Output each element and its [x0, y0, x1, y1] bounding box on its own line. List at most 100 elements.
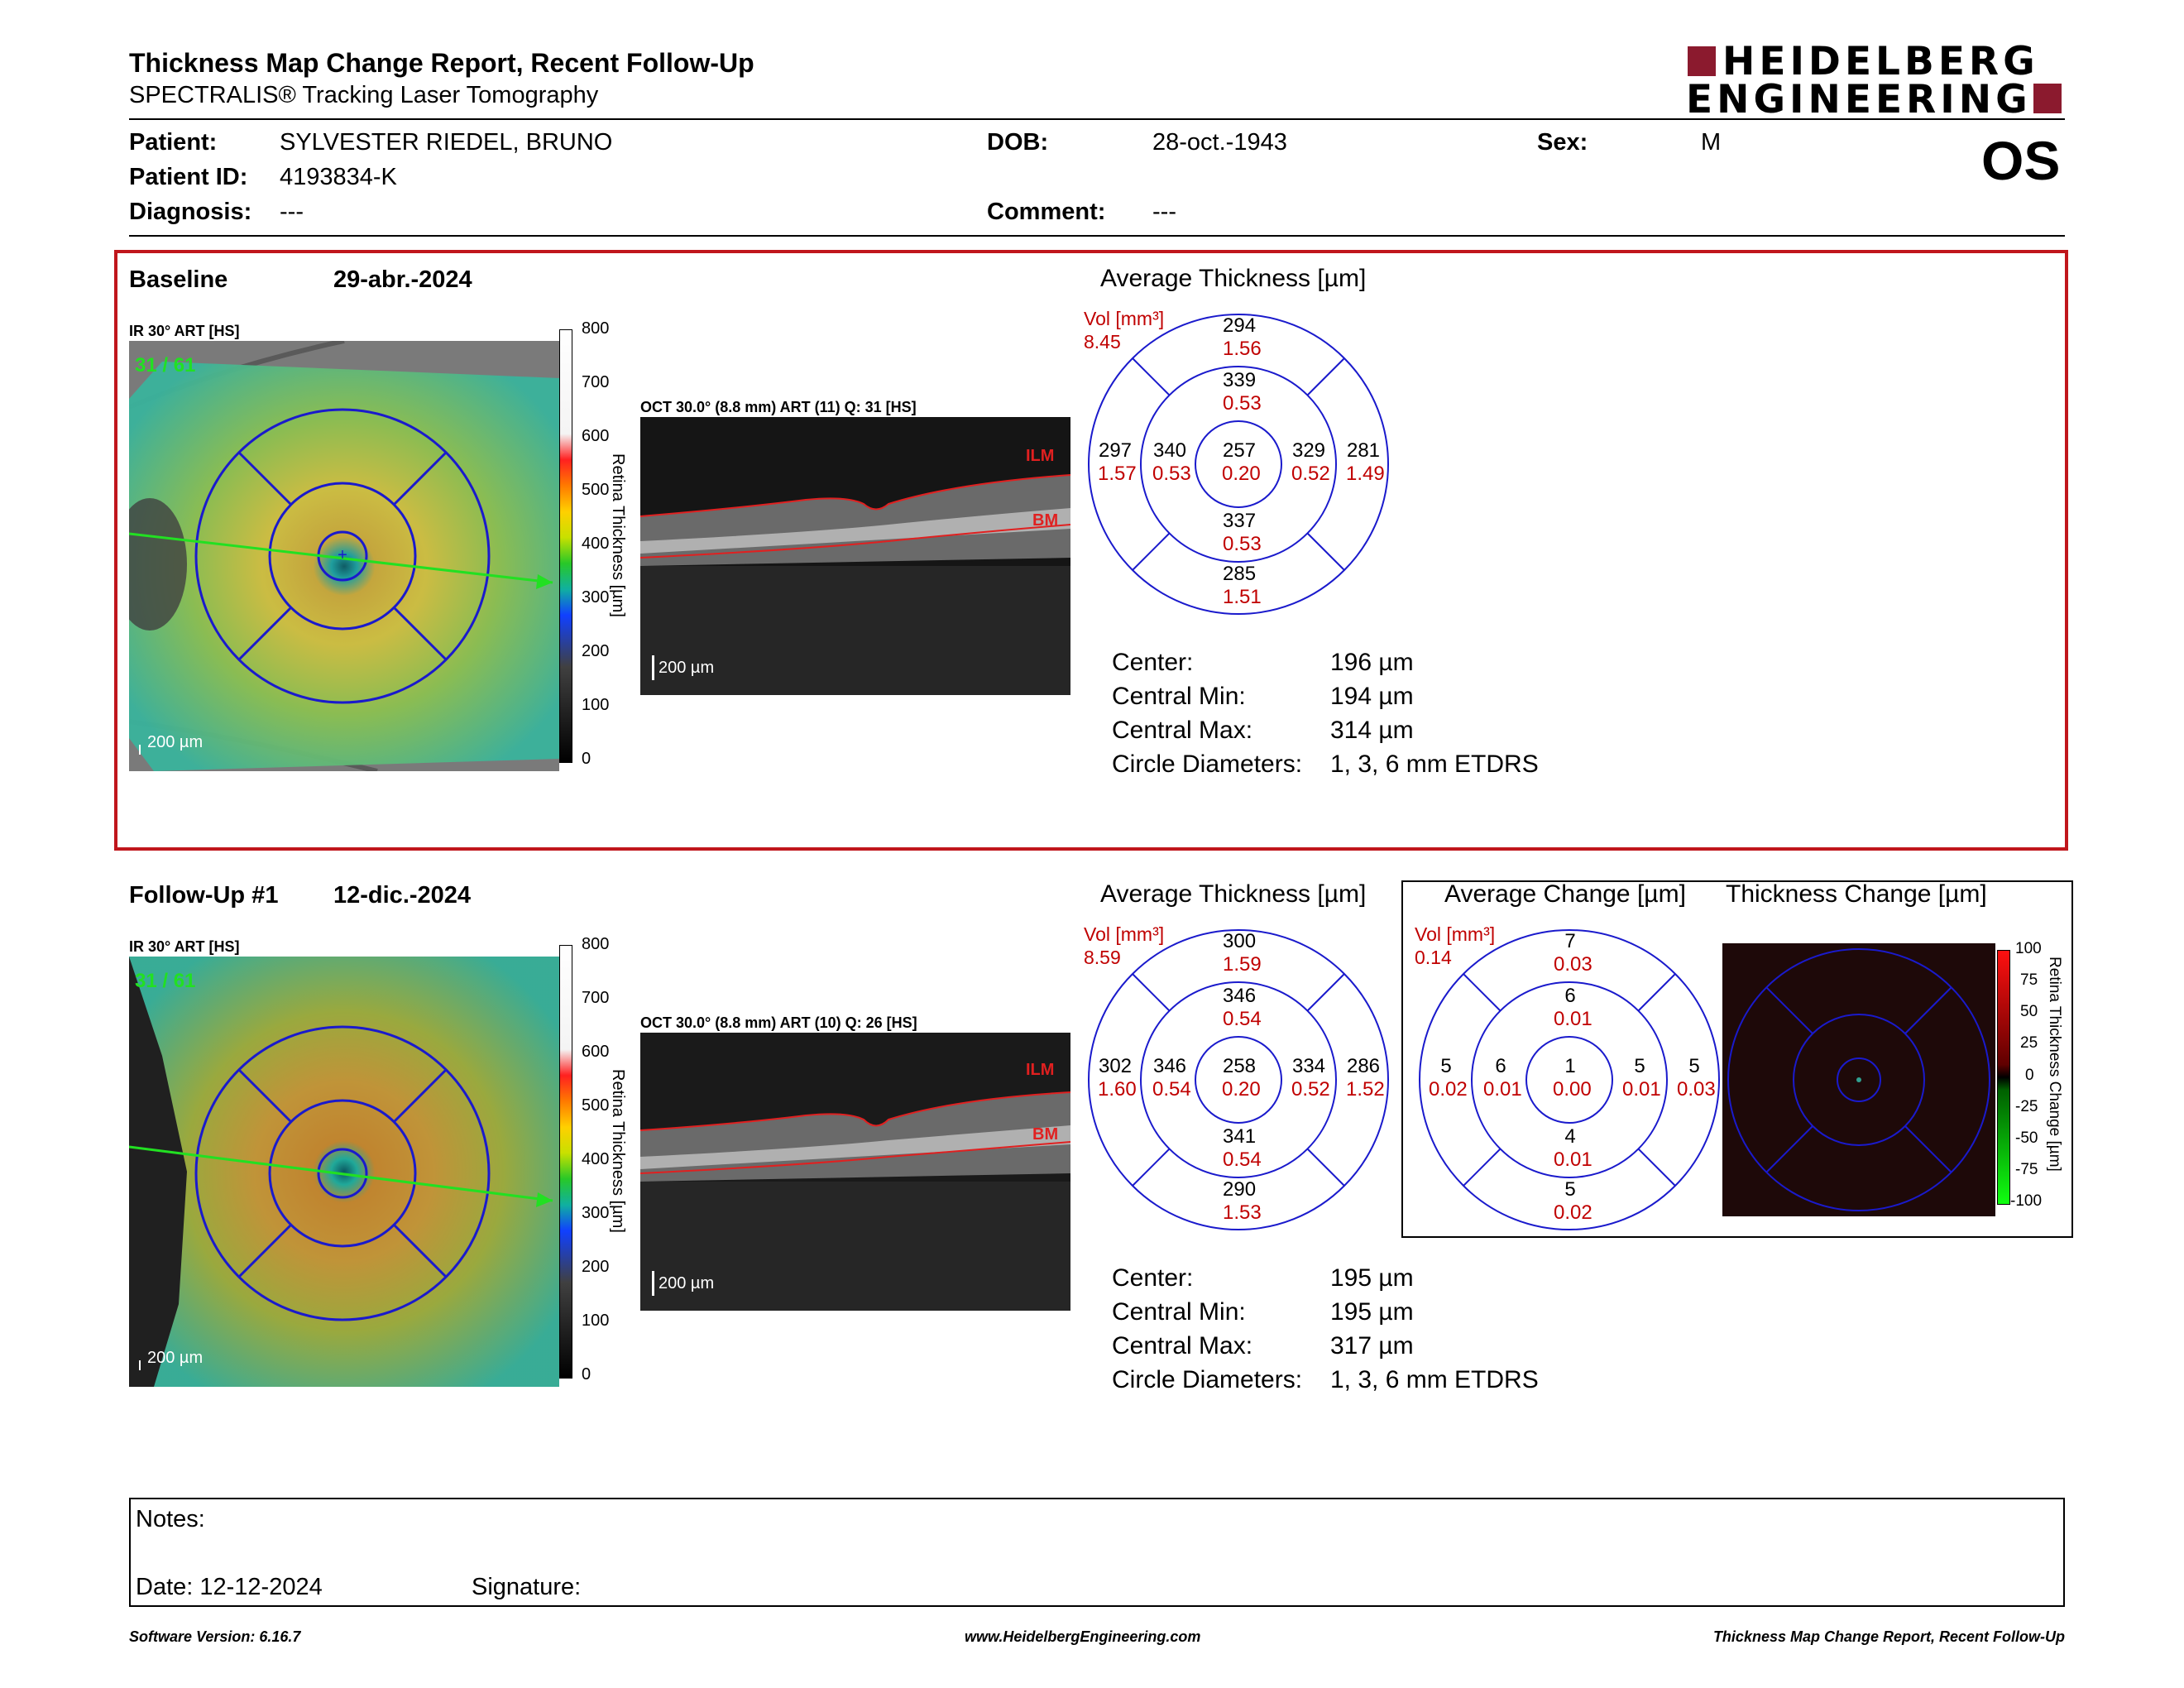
baseline-outer-right-value: 281 — [1346, 439, 1381, 462]
baseline-stat-value: 194 µm — [1330, 683, 1414, 710]
followup-oct-scan: ILM BM 200 µm — [640, 1033, 1070, 1311]
change-vol-label: Vol [mm³] — [1415, 923, 1496, 945]
baseline-date: 29-abr.-2024 — [333, 266, 472, 293]
change-colorbar-tick: 0 — [2025, 1067, 2034, 1084]
followup-inner-inferior-value: 341 — [1223, 1125, 1257, 1148]
sex-value: M — [1701, 129, 1722, 156]
patient-divider — [129, 235, 2065, 237]
comment-label: Comment: — [987, 199, 1106, 225]
change-colorbar-tick: 50 — [2020, 1003, 2038, 1020]
baseline-ir-title: IR 30° ART [HS] — [129, 323, 240, 339]
footer-website[interactable]: www.HeidelbergEngineering.com — [965, 1628, 1201, 1645]
baseline-colorbar-tick: 100 — [582, 696, 610, 714]
baseline-ir-scale: 200 µm — [147, 733, 204, 751]
baseline-vol-label: Vol [mm³] — [1084, 308, 1165, 329]
change-colorbar-tick: -25 — [2015, 1098, 2038, 1115]
followup-outer-inferior-value: 290 — [1223, 1178, 1257, 1201]
change-outer-superior-volume: 0.03 — [1554, 953, 1592, 976]
followup-outer-right-value: 286 — [1346, 1055, 1381, 1077]
followup-ir-image — [129, 957, 559, 1387]
followup-inner-inferior-volume: 0.54 — [1223, 1149, 1262, 1171]
followup-inner-superior-value: 346 — [1223, 985, 1257, 1007]
change-outer-inferior-value: 5 — [1564, 1178, 1576, 1201]
change-outer-right-volume: 0.03 — [1677, 1078, 1716, 1101]
baseline-oct-scan: ILM BM 200 µm — [640, 417, 1070, 695]
baseline-inner-superior-volume: 0.53 — [1223, 392, 1262, 415]
followup-etdrs-circles — [1088, 929, 1389, 1230]
followup-outer-left-volume: 1.60 — [1098, 1078, 1137, 1101]
followup-ir-title: IR 30° ART [HS] — [129, 938, 240, 955]
baseline-ir-scale-bar — [139, 745, 141, 755]
change-colorbar-tick: 100 — [2015, 940, 2042, 957]
sex-label: Sex: — [1537, 129, 1588, 156]
followup-stat-label: Central Min: — [1112, 1298, 1246, 1326]
followup-stat-label: Center: — [1112, 1264, 1194, 1292]
change-outer-left-volume: 0.02 — [1429, 1078, 1468, 1101]
header-divider — [129, 118, 2065, 120]
thickness-change-colorbar-label: Retina Thickness Change [µm] — [2046, 957, 2063, 1172]
baseline-inner-right-value: 329 — [1291, 439, 1326, 462]
baseline-outer-superior-value: 294 — [1223, 314, 1257, 337]
baseline-inner-right-volume: 0.52 — [1291, 463, 1330, 485]
baseline-colorbar-tick: 0 — [582, 750, 592, 768]
followup-stat-label: Circle Diameters: — [1112, 1366, 1303, 1393]
followup-outer-right-volume: 1.52 — [1346, 1078, 1385, 1101]
followup-colorbar-tick: 300 — [582, 1204, 610, 1222]
followup-stat-value: 195 µm — [1330, 1264, 1414, 1292]
followup-center-value: 258 — [1222, 1055, 1257, 1077]
baseline-inner-inferior-volume: 0.53 — [1223, 533, 1262, 555]
followup-oct-scale: 200 µm — [659, 1274, 715, 1292]
change-inner-right-value: 5 — [1634, 1055, 1645, 1077]
followup-bm-label: BM — [1032, 1125, 1059, 1144]
baseline-colorbar — [559, 329, 572, 763]
followup-inner-left-value: 346 — [1152, 1055, 1187, 1077]
baseline-colorbar-tick: 600 — [582, 427, 610, 445]
notes-box[interactable] — [129, 1498, 2065, 1607]
baseline-inner-superior-value: 339 — [1223, 369, 1257, 391]
thickness-change-title: Thickness Change [µm] — [1726, 880, 1987, 908]
baseline-colorbar-tick: 200 — [582, 642, 610, 660]
change-inner-superior-volume: 0.01 — [1554, 1008, 1592, 1030]
followup-ir-thickness-map: 31 / 61 200 µm — [129, 957, 559, 1387]
change-inner-right-volume: 0.01 — [1622, 1078, 1661, 1101]
patient-id-value: 4193834-K — [280, 164, 397, 190]
followup-date: 12-dic.-2024 — [333, 882, 472, 909]
change-center-value: 1 — [1564, 1055, 1576, 1077]
baseline-vol-value: 8.45 — [1084, 331, 1121, 352]
logo-word-heidelberg: HEIDELBERG — [1722, 39, 2039, 84]
baseline-center-value: 257 — [1222, 439, 1257, 462]
followup-ir-scale: 200 µm — [147, 1349, 204, 1367]
baseline-inner-left-value: 340 — [1152, 439, 1187, 462]
baseline-etdrs-grid — [1087, 313, 1390, 616]
baseline-ir-thickness-map: + 31 / 61 200 µm — [129, 341, 559, 771]
baseline-outer-left-volume: 1.57 — [1098, 463, 1137, 485]
followup-colorbar-tick: 600 — [582, 1043, 610, 1061]
baseline-oct-scale: 200 µm — [659, 659, 715, 677]
baseline-colorbar-tick: 800 — [582, 319, 610, 338]
baseline-stat-value: 314 µm — [1330, 717, 1414, 744]
baseline-ir-image: + — [129, 341, 559, 771]
followup-label: Follow-Up #1 — [129, 882, 279, 909]
change-inner-superior-value: 6 — [1564, 985, 1576, 1007]
change-center-volume: 0.00 — [1553, 1078, 1592, 1101]
followup-avg-thickness-title: Average Thickness [µm] — [1100, 880, 1367, 908]
followup-ir-count: 31 / 61 — [135, 970, 196, 992]
change-panel-frame — [1401, 880, 2073, 1238]
followup-stat-value: 1, 3, 6 mm ETDRS — [1330, 1366, 1539, 1393]
baseline-stat-label: Central Max: — [1112, 717, 1253, 744]
thickness-change-image — [1722, 943, 1995, 1216]
followup-colorbar-tick: 100 — [582, 1312, 610, 1330]
followup-ir-scale-bar — [139, 1360, 141, 1370]
baseline-stat-value: 1, 3, 6 mm ETDRS — [1330, 750, 1539, 778]
footer-software-version: Software Version: 6.16.7 — [129, 1628, 301, 1645]
baseline-stat-label: Central Min: — [1112, 683, 1246, 710]
change-outer-inferior-volume: 0.02 — [1554, 1201, 1592, 1224]
change-colorbar-tick: 25 — [2020, 1034, 2038, 1052]
baseline-outer-inferior-volume: 1.51 — [1223, 586, 1262, 608]
followup-ilm-label: ILM — [1026, 1061, 1055, 1079]
change-inner-inferior-value: 4 — [1564, 1125, 1576, 1148]
logo-square-bottom — [2033, 84, 2062, 113]
baseline-outer-right-volume: 1.49 — [1346, 463, 1385, 485]
change-colorbar-tick: -50 — [2015, 1129, 2038, 1147]
followup-colorbar-tick: 400 — [582, 1150, 610, 1168]
